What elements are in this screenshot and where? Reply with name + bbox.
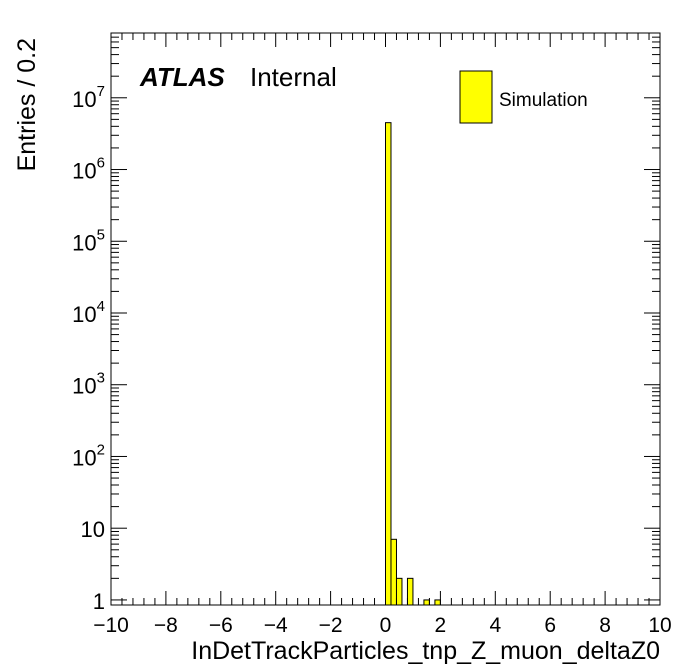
histogram-bar xyxy=(385,122,392,606)
ticks-layer xyxy=(110,32,661,605)
x-tick-label: 10 xyxy=(648,614,671,637)
x-tick-label: −10 xyxy=(93,614,129,637)
x-axis-label: InDetTrackParticles_tnp_Z_muon_deltaZ0 xyxy=(191,637,660,665)
histogram-bar xyxy=(390,538,397,606)
x-tick-label: −6 xyxy=(209,614,233,637)
histogram-bar xyxy=(434,599,441,606)
y-tick-label: 1 xyxy=(93,589,105,614)
bars-layer xyxy=(385,122,441,606)
legend-label-simulation: Simulation xyxy=(499,90,588,111)
x-tick-label: 0 xyxy=(380,614,392,637)
x-tick-label: −4 xyxy=(264,614,288,637)
y-tick-label: 106 xyxy=(72,155,105,184)
x-tick-label: −2 xyxy=(319,614,343,637)
x-tick-label: 4 xyxy=(489,614,501,637)
internal-label: Internal xyxy=(250,62,337,92)
legend: Simulation xyxy=(459,70,588,124)
labels-layer: −10 −8 −6 −4 −2 0 2 4 6 8 10 1 10 102 103 104 105 106 107 xyxy=(72,83,672,637)
y-tick-label: 104 xyxy=(72,298,105,327)
y-tick-label: 10 xyxy=(81,517,105,542)
histogram-bar xyxy=(423,599,430,606)
legend-swatch-simulation xyxy=(459,70,493,124)
atlas-label: ATLAS xyxy=(139,62,225,92)
x-tick-label: 8 xyxy=(599,614,611,637)
x-tick-label: 2 xyxy=(435,614,447,637)
plot-frame xyxy=(110,32,661,606)
y-tick-label: 103 xyxy=(72,370,105,399)
histogram-bar xyxy=(395,577,403,606)
x-tick-label: 6 xyxy=(544,614,556,637)
y-tick-label: 102 xyxy=(72,441,105,470)
y-axis-label: Entries / 0.2 xyxy=(13,38,41,171)
y-tick-label: 107 xyxy=(72,83,105,112)
x-tick-label: −8 xyxy=(154,614,178,637)
histogram-bar xyxy=(406,577,414,606)
y-tick-label: 105 xyxy=(72,226,105,255)
